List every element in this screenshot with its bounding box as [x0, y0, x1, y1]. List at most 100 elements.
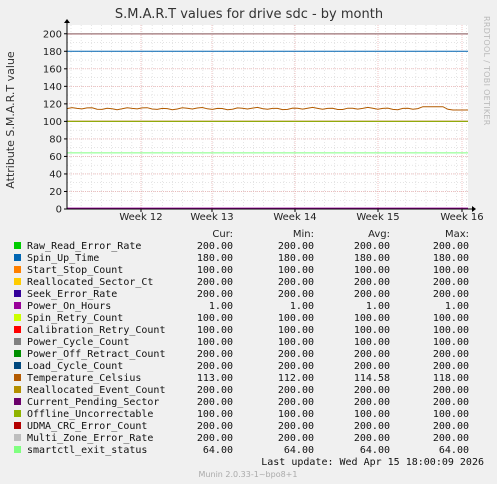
legend-name-start-stop-count: Start_Stop_Count [27, 265, 123, 276]
legend: Raw_Read_Error_Rate 200.00 200.00 200.00 200… [14, 241, 469, 456]
legend-avg-reallocated-sector-ct: 200.00 [354, 277, 390, 288]
x-tick-label: Week 13 [190, 212, 233, 223]
legend-name-multi-zone-error-rate: Multi_Zone_Error_Rate [27, 433, 153, 444]
legend-min-raw-read-error-rate: 200.00 [278, 241, 314, 252]
legend-max-power-on-hours: 1.00 [445, 301, 469, 312]
legend-min-smartctl-exit-status: 64.00 [284, 445, 314, 456]
legend-avg-start-stop-count: 100.00 [354, 265, 390, 276]
legend-swatch-reallocated-sector-ct [14, 278, 21, 285]
legend-name-raw-read-error-rate: Raw_Read_Error_Rate [27, 241, 141, 252]
legend-min-power-off-retract-count: 200.00 [278, 349, 314, 360]
legend-avg-udma-crc-error-count: 200.00 [354, 421, 390, 432]
y-tick-label: 20 [49, 187, 62, 198]
legend-min-seek-error-rate: 200.00 [278, 289, 314, 300]
y-tick-label: 100 [43, 117, 62, 128]
legend-swatch-temperature-celsius [14, 374, 21, 381]
legend-cur-power-on-hours: 1.00 [209, 301, 233, 312]
munin-version: Munin 2.0.33-1~bpo8+1 [199, 470, 298, 479]
legend-swatch-reallocated-event-count [14, 386, 21, 393]
legend-min-start-stop-count: 100.00 [278, 265, 314, 276]
legend-header-cur: Cur: [212, 229, 233, 240]
legend-max-spin-retry-count: 100.00 [433, 313, 469, 324]
legend-swatch-load-cycle-count [14, 362, 21, 369]
legend-swatch-power-on-hours [14, 302, 21, 309]
legend-avg-power-cycle-count: 100.00 [354, 337, 390, 348]
legend-name-reallocated-event-count: Reallocated_Event_Count [27, 385, 165, 396]
legend-swatch-power-cycle-count [14, 338, 21, 345]
legend-cur-spin-retry-count: 100.00 [197, 313, 233, 324]
legend-max-reallocated-sector-ct: 200.00 [433, 277, 469, 288]
legend-max-power-cycle-count: 100.00 [433, 337, 469, 348]
legend-avg-reallocated-event-count: 200.00 [354, 385, 390, 396]
legend-cur-temperature-celsius: 113.00 [197, 373, 233, 384]
legend-header-avg: Avg: [368, 229, 390, 240]
legend-avg-raw-read-error-rate: 200.00 [354, 241, 390, 252]
legend-max-smartctl-exit-status: 64.00 [439, 445, 469, 456]
axes [64, 19, 476, 212]
legend-min-power-cycle-count: 100.00 [278, 337, 314, 348]
y-axis-label: Attribute S.M.A.R.T value [4, 51, 17, 189]
chart-title: S.M.A.R.T values for drive sdc - by mont… [115, 7, 383, 22]
legend-max-spin-up-time: 180.00 [433, 253, 469, 264]
legend-min-power-on-hours: 1.00 [290, 301, 314, 312]
x-ticks: Week 12 Week 13 Week 14 Week 15 Week 16 [119, 209, 484, 223]
legend-cur-reallocated-sector-ct: 200.00 [197, 277, 233, 288]
legend-min-udma-crc-error-count: 200.00 [278, 421, 314, 432]
rrdtool-side-label: RRDTOOL / TOBI OETIKER [482, 16, 491, 126]
legend-avg-temperature-celsius: 114.58 [354, 373, 390, 384]
legend-avg-power-on-hours: 1.00 [366, 301, 390, 312]
legend-cur-load-cycle-count: 200.00 [197, 361, 233, 372]
x-axis-arrow [472, 206, 476, 212]
legend-name-spin-up-time: Spin_Up_Time [27, 253, 99, 264]
legend-swatch-raw-read-error-rate [14, 242, 21, 249]
legend-max-power-off-retract-count: 200.00 [433, 349, 469, 360]
y-tick-label: 120 [43, 99, 62, 110]
y-ticks: 0 20 40 60 80 100 120 140 160 180 200 [43, 29, 67, 216]
legend-min-calibration-retry-count: 100.00 [278, 325, 314, 336]
legend-cur-current-pending-sector: 200.00 [197, 397, 233, 408]
legend-cur-offline-uncorrectable: 100.00 [197, 409, 233, 420]
legend-header-max: Max: [445, 229, 469, 240]
legend-min-current-pending-sector: 200.00 [278, 397, 314, 408]
legend-min-reallocated-sector-ct: 200.00 [278, 277, 314, 288]
legend-max-current-pending-sector: 200.00 [433, 397, 469, 408]
legend-name-temperature-celsius: Temperature_Celsius [27, 373, 141, 384]
y-tick-label: 160 [43, 64, 62, 75]
legend-swatch-udma-crc-error-count [14, 422, 21, 429]
legend-name-reallocated-sector-ct: Reallocated_Sector_Ct [27, 277, 153, 288]
legend-swatch-seek-error-rate [14, 290, 21, 297]
legend-max-raw-read-error-rate: 200.00 [433, 241, 469, 252]
legend-avg-seek-error-rate: 200.00 [354, 289, 390, 300]
y-tick-label: 140 [43, 82, 62, 93]
legend-name-spin-retry-count: Spin_Retry_Count [27, 313, 123, 324]
y-tick-label: 80 [49, 134, 62, 145]
legend-min-offline-uncorrectable: 100.00 [278, 409, 314, 420]
legend-cur-calibration-retry-count: 100.00 [197, 325, 233, 336]
legend-name-udma-crc-error-count: UDMA_CRC_Error_Count [27, 421, 147, 432]
x-tick-label: Week 12 [119, 212, 162, 223]
legend-swatch-smartctl-exit-status [14, 446, 21, 453]
legend-name-power-cycle-count: Power_Cycle_Count [27, 337, 129, 348]
y-tick-label: 180 [43, 47, 62, 58]
legend-name-smartctl-exit-status: smartctl_exit_status [27, 445, 147, 456]
legend-name-current-pending-sector: Current_Pending_Sector [27, 397, 159, 408]
legend-avg-current-pending-sector: 200.00 [354, 397, 390, 408]
legend-max-udma-crc-error-count: 200.00 [433, 421, 469, 432]
series-line-temperature-celsius [66, 106, 468, 111]
legend-min-spin-up-time: 180.00 [278, 253, 314, 264]
legend-name-offline-uncorrectable: Offline_Uncorrectable [27, 409, 153, 420]
legend-cur-seek-error-rate: 200.00 [197, 289, 233, 300]
last-update: Last update: Wed Apr 15 18:00:09 2026 [261, 457, 484, 468]
legend-swatch-multi-zone-error-rate [14, 434, 21, 441]
legend-header: Cur: Min: Avg: Max: [212, 229, 469, 240]
legend-avg-spin-up-time: 180.00 [354, 253, 390, 264]
legend-cur-start-stop-count: 100.00 [197, 265, 233, 276]
legend-max-multi-zone-error-rate: 200.00 [433, 433, 469, 444]
legend-cur-smartctl-exit-status: 64.00 [203, 445, 233, 456]
series-lines [66, 33, 468, 209]
legend-avg-multi-zone-error-rate: 200.00 [354, 433, 390, 444]
legend-swatch-power-off-retract-count [14, 350, 21, 357]
legend-avg-power-off-retract-count: 200.00 [354, 349, 390, 360]
legend-max-seek-error-rate: 200.00 [433, 289, 469, 300]
